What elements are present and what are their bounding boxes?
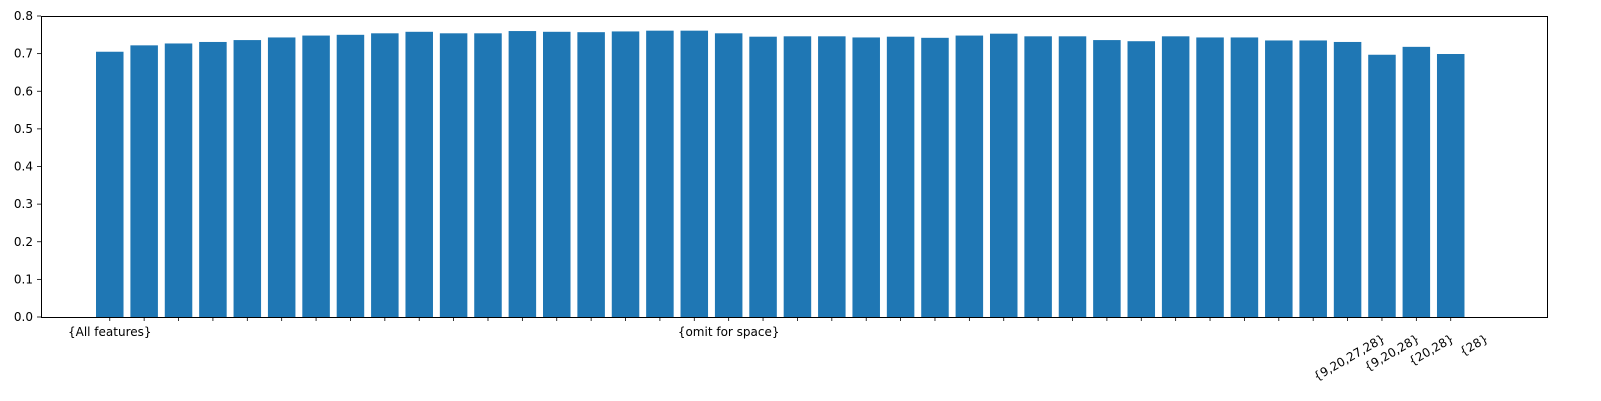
bar [508, 31, 537, 318]
plot-frame [41, 16, 1548, 318]
bar [439, 33, 468, 318]
bar [714, 33, 743, 318]
y-tick-label: 0.5 [14, 122, 33, 136]
bar [1093, 40, 1121, 317]
y-tick-label: 0.6 [14, 84, 33, 98]
y-tick-label: 0.2 [14, 235, 33, 249]
bar [199, 41, 227, 318]
bar [818, 36, 846, 317]
y-tick-label: 0.7 [14, 47, 33, 61]
bar [1265, 40, 1293, 318]
y-tick-label: 0.0 [14, 310, 33, 324]
bar [1333, 41, 1362, 318]
bar [680, 30, 709, 317]
bar [405, 31, 433, 318]
bar [1230, 37, 1259, 317]
bar [577, 32, 605, 318]
y-axis-ticks: 0.0 0.1 0.2 0.3 0.4 0.5 0.6 0.7 0.8 [14, 9, 41, 324]
y-tick-label: 0.1 [14, 272, 33, 286]
bar [543, 31, 571, 318]
bar [164, 43, 193, 317]
x-tick-label: {All features} [68, 325, 152, 339]
x-tick-label: {omit for space} [678, 325, 780, 339]
bar [852, 37, 880, 317]
bar [371, 33, 399, 318]
bar [783, 36, 812, 317]
bar [130, 45, 158, 317]
y-tick-label: 0.8 [14, 9, 33, 23]
y-tick-label: 0.3 [14, 197, 33, 211]
bar [1436, 54, 1465, 317]
bar [1402, 46, 1431, 317]
bar [1058, 36, 1087, 317]
bar [1368, 54, 1396, 317]
bar [1196, 37, 1224, 317]
bar [1127, 41, 1156, 318]
bar [1024, 36, 1052, 317]
x-axis-ticks: {All features} {omit for space} {9,20,27,2… [68, 317, 1491, 384]
bar [336, 34, 365, 318]
bar [1299, 40, 1327, 318]
bar [267, 37, 296, 317]
bars-group [96, 30, 1465, 318]
bar [96, 51, 124, 318]
x-tick-label: {28} [1457, 331, 1490, 358]
bar [474, 33, 502, 318]
bar [989, 33, 1018, 318]
bar [302, 35, 330, 318]
bar [955, 35, 984, 318]
bar [611, 31, 640, 318]
bar [233, 40, 262, 317]
bar [646, 30, 674, 317]
bar [921, 37, 949, 317]
bar [1161, 36, 1190, 317]
y-tick-label: 0.4 [14, 160, 33, 174]
bar [749, 36, 777, 317]
bar [886, 36, 915, 317]
